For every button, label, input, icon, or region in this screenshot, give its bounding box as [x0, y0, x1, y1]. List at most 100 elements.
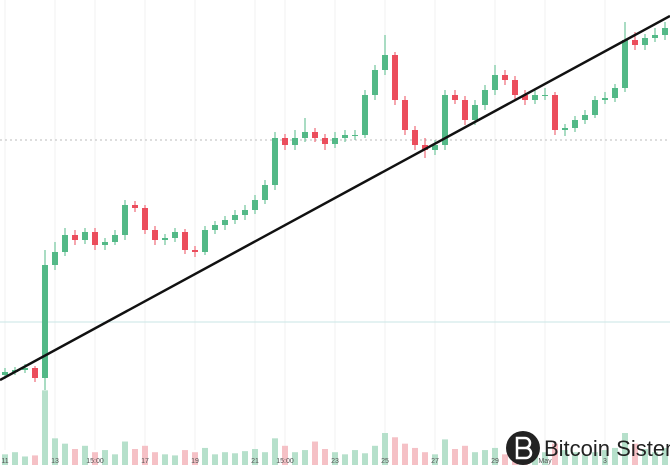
candle-body — [562, 128, 568, 130]
volume-bar — [252, 449, 258, 465]
volume-bar — [142, 445, 148, 465]
candle-body — [622, 40, 628, 88]
candle-body — [32, 368, 38, 378]
candle-body — [332, 138, 338, 144]
candle-body — [232, 215, 238, 220]
candle-body — [62, 235, 68, 252]
volume-bar — [382, 433, 388, 465]
candle-body — [132, 205, 138, 208]
candle-body — [102, 242, 108, 245]
logo-icon — [515, 436, 533, 460]
volume-bar — [432, 454, 438, 465]
volume-bar — [372, 445, 378, 465]
volume-bar — [272, 438, 278, 465]
volume-bar — [242, 451, 248, 465]
volume-bar — [172, 455, 178, 465]
volume-bar — [222, 452, 228, 465]
volume-bar — [22, 456, 28, 465]
volume-bar — [652, 452, 658, 465]
candle-body — [402, 100, 408, 130]
candle-body — [512, 80, 518, 95]
volume-bar — [62, 443, 68, 465]
candle-body — [462, 100, 468, 120]
candle-body — [612, 88, 618, 98]
candle-body — [312, 132, 318, 138]
volume-bar — [12, 452, 18, 465]
volume-bar — [362, 453, 368, 465]
volume-bar — [562, 450, 568, 465]
candle-body — [272, 138, 278, 185]
candle-body — [452, 95, 458, 100]
volume-bar — [502, 454, 508, 465]
watermark: Bitcoin Sistemi — [506, 431, 670, 465]
volume-bar — [282, 445, 288, 465]
candle-body — [52, 252, 58, 265]
volume-bar — [72, 449, 78, 465]
volume-bar — [632, 443, 638, 465]
volume-bar — [92, 452, 98, 465]
volume-bar — [622, 433, 628, 465]
watermark-text: Bitcoin Sistemi — [544, 436, 670, 461]
volume-bar — [592, 452, 598, 465]
candle-body — [412, 130, 418, 145]
volume-bar — [472, 452, 478, 465]
candle-body — [652, 35, 658, 38]
candle-body — [202, 230, 208, 252]
x-tick-label: 29 — [491, 458, 499, 465]
candle-body — [182, 232, 188, 250]
volume-bar — [402, 443, 408, 465]
x-tick-label: 27 — [431, 458, 439, 465]
candle-body — [252, 200, 258, 210]
volume-bar — [452, 449, 458, 465]
volume-bar — [462, 445, 468, 465]
x-tick-label: 25 — [381, 458, 389, 465]
x-tick-label: 19 — [191, 458, 199, 465]
candle-body — [362, 95, 368, 135]
candle-body — [482, 90, 488, 105]
volume-bar — [202, 447, 208, 465]
volume-bar — [192, 452, 198, 465]
volume-bar — [212, 454, 218, 465]
candle-body — [632, 40, 638, 45]
candle-body — [442, 95, 448, 145]
candle-body — [542, 95, 548, 96]
candle-body — [522, 95, 528, 100]
volume-bar — [542, 452, 548, 465]
volume-bar — [82, 445, 88, 465]
x-tick-label: 15:00 — [86, 458, 104, 465]
volume-bar — [42, 390, 48, 465]
volume-bar — [302, 450, 308, 465]
candle-body — [422, 145, 428, 150]
volume-bar — [332, 452, 338, 465]
candle-body — [192, 250, 198, 252]
candle-body — [582, 115, 588, 120]
volume-bar — [52, 438, 58, 465]
candle-body — [282, 138, 288, 145]
x-tick-label: 11 — [1, 458, 8, 465]
volume-bar — [582, 454, 588, 465]
candle-body — [392, 55, 398, 100]
x-tick-label: 23 — [331, 458, 339, 465]
volume-bar — [2, 454, 8, 465]
candle-body — [322, 138, 328, 144]
candle-body — [152, 230, 158, 240]
candle-body — [662, 28, 668, 35]
x-tick-label: 21 — [251, 458, 259, 465]
volume-bar — [572, 452, 578, 465]
volume-bar — [342, 454, 348, 465]
volume-bar — [292, 452, 298, 465]
x-tick-label: 17 — [141, 458, 149, 465]
volume-bar — [352, 450, 358, 465]
x-tick-label: 15:00 — [276, 458, 294, 465]
volume-bar — [262, 452, 268, 465]
volume-layer — [2, 390, 668, 465]
candle-body — [372, 70, 378, 95]
candle-body — [352, 135, 358, 136]
candle-body — [142, 208, 148, 230]
candle-body — [22, 368, 28, 370]
volume-bar — [322, 449, 328, 465]
volume-bar — [182, 450, 188, 465]
candle-body — [212, 225, 218, 230]
candle-body — [532, 95, 538, 100]
volume-bar — [602, 450, 608, 465]
